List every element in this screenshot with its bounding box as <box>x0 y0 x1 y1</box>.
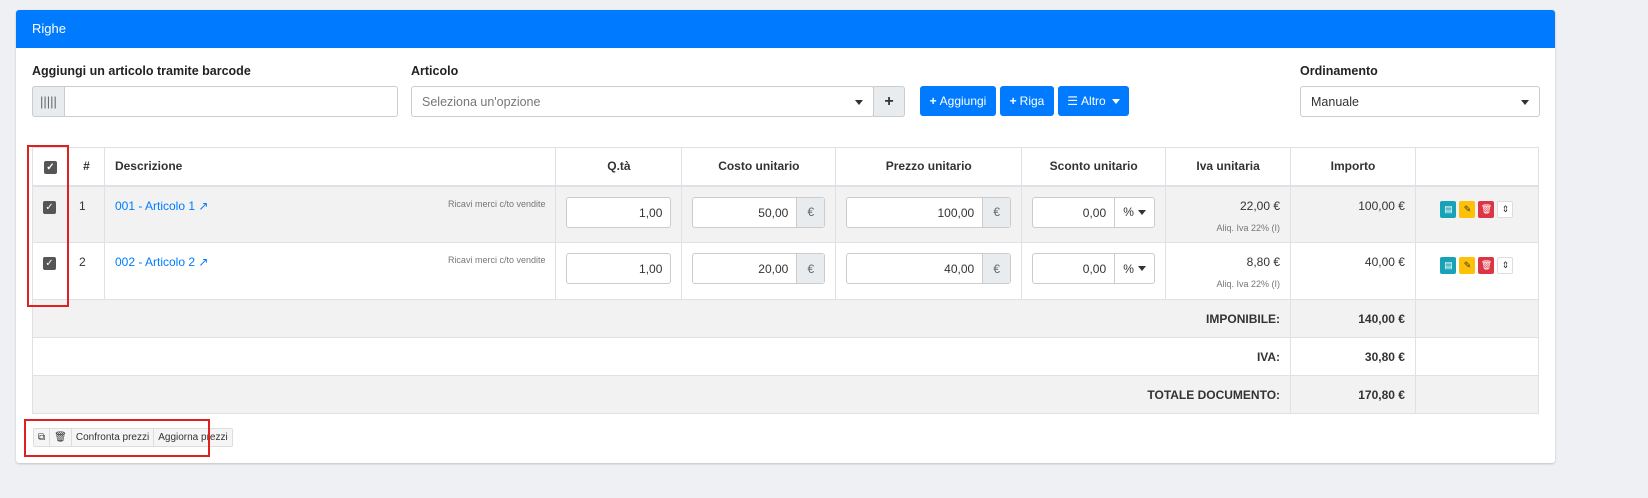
iva-value: 22,00 € <box>1240 198 1281 213</box>
articolo-placeholder: Seleziona un'opzione <box>422 95 541 109</box>
total-row-imponibile: IMPONIBILE: 140,00 € <box>31 299 1540 338</box>
total-value: 140,00 € <box>1290 299 1416 338</box>
riga-button[interactable]: + Riga <box>1000 86 1054 116</box>
row-number: 2 <box>67 242 105 300</box>
xml-file-button[interactable]: ▤ <box>1440 257 1457 274</box>
header-importo: Importo <box>1290 147 1416 187</box>
plus-icon: + <box>929 94 937 108</box>
discount-input[interactable]: 0,00% <box>1032 253 1156 284</box>
header-sconto: Sconto unitario <box>1021 147 1167 187</box>
bulk-actions: ⧉ 🗑 Confronta prezzi Aggiorna prezzi <box>33 428 233 447</box>
article-link[interactable]: 001 - Articolo 1 <box>114 198 196 213</box>
iva-value: 8,80 € <box>1246 255 1281 269</box>
list-icon: ☰ <box>1067 94 1079 108</box>
total-label: IVA: <box>31 337 1292 376</box>
righe-card: Righe Aggiungi un articolo tramite barco… <box>16 10 1555 463</box>
articolo-select[interactable]: Seleziona un'opzione <box>411 86 874 117</box>
aggiorna-prezzi-button[interactable]: Aggiorna prezzi <box>158 432 228 443</box>
sort-handle[interactable]: ⇕ <box>1497 200 1514 218</box>
caret-icon <box>1111 98 1120 104</box>
edit-button[interactable]: ✎ <box>1459 257 1476 274</box>
copy-button[interactable]: ⧉ <box>34 429 51 446</box>
total-row-iva: IVA: 30,80 € <box>31 337 1540 376</box>
header-actions <box>1414 147 1540 187</box>
qty-input[interactable]: 1,00 <box>566 253 672 284</box>
ordinamento-select[interactable]: Manuale <box>1300 86 1540 117</box>
chevron-down-icon <box>855 100 863 105</box>
card-title: Righe <box>16 10 1555 48</box>
righe-table: ✓ # Descrizione Q.tà Costo unitario Prez… <box>31 147 1540 414</box>
article-link[interactable]: 002 - Articolo 2 <box>114 255 196 269</box>
chevron-down-icon <box>1521 100 1529 105</box>
price-input[interactable]: 100,00 € <box>846 196 1012 228</box>
header-descrizione: Descrizione <box>103 147 557 187</box>
trash-button[interactable]: 🗑 <box>50 429 72 446</box>
total-value: 170,80 € <box>1290 375 1416 414</box>
edit-button[interactable]: ✎ <box>1459 200 1476 218</box>
iva-note: Aliq. Iva 22% (I) <box>1216 222 1281 233</box>
table-row: ✓ 2 002 - Articolo 2 ↗ Ricavi merci c/to … <box>32 242 1540 300</box>
cost-input[interactable]: 20,00 € <box>692 253 826 284</box>
amount-value: 40,00 € <box>1290 242 1416 300</box>
header-costo: Costo unitario <box>681 147 837 187</box>
header-number: # <box>67 147 105 187</box>
discount-type-select[interactable]: % <box>1114 254 1154 283</box>
total-label: TOTALE DOCUMENTO: <box>31 375 1292 414</box>
highlight-bulk-actions <box>24 419 210 457</box>
iva-note: Aliq. Iva 22% (I) <box>1216 279 1281 289</box>
external-link-icon[interactable]: ↗ <box>198 255 209 269</box>
cost-input[interactable]: 50,00 € <box>692 196 826 228</box>
delete-button[interactable]: 🗑 <box>1478 257 1495 274</box>
barcode-input[interactable]: ||||| <box>32 86 398 117</box>
xml-file-button[interactable]: ▤ <box>1440 200 1457 218</box>
account-note: Ricavi merci c/to vendite <box>447 198 546 209</box>
ordinamento-value: Manuale <box>1311 95 1359 109</box>
account-note: Ricavi merci c/to vendite <box>447 255 546 265</box>
amount-value: 100,00 € <box>1290 185 1416 243</box>
total-label: IMPONIBILE: <box>31 299 1292 338</box>
altro-label: Altro <box>1081 94 1106 108</box>
riga-label: Riga <box>1019 94 1045 108</box>
header-prezzo: Prezzo unitario <box>835 147 1023 187</box>
row-number: 1 <box>67 185 105 243</box>
qty-input[interactable]: 1,00 <box>566 196 672 228</box>
header-iva: Iva unitaria <box>1165 147 1292 187</box>
aggiungi-label: Aggiungi <box>939 94 987 108</box>
highlight-checkbox-column <box>27 145 69 307</box>
delete-button[interactable]: 🗑 <box>1478 200 1495 218</box>
price-input[interactable]: 40,00 € <box>846 253 1012 284</box>
altro-button[interactable]: ☰ Altro <box>1058 86 1129 116</box>
barcode-label: Aggiungi un articolo tramite barcode <box>32 64 251 78</box>
ordinamento-label: Ordinamento <box>1300 64 1378 78</box>
plus-icon: + <box>1009 94 1017 108</box>
discount-type-select[interactable]: % <box>1114 197 1154 227</box>
confronta-prezzi-button[interactable]: Confronta prezzi <box>72 429 155 446</box>
total-row-documento: TOTALE DOCUMENTO: 170,80 € <box>31 375 1540 414</box>
total-value: 30,80 € <box>1290 337 1416 376</box>
external-link-icon[interactable]: ↗ <box>198 198 209 213</box>
table-row: ✓ 1 001 - Articolo 1 ↗ Ricavi merci c/to … <box>32 185 1540 243</box>
header-qta: Q.tà <box>555 147 683 187</box>
aggiungi-button[interactable]: + Aggiungi <box>920 86 996 116</box>
sort-handle[interactable]: ⇕ <box>1497 257 1514 274</box>
add-articolo-button[interactable]: + <box>873 86 905 117</box>
articolo-label: Articolo <box>411 64 459 78</box>
discount-input[interactable]: 0,00% <box>1032 196 1156 228</box>
barcode-icon: ||||| <box>32 86 65 117</box>
select-all-checkbox[interactable]: ✓ <box>32 147 69 187</box>
